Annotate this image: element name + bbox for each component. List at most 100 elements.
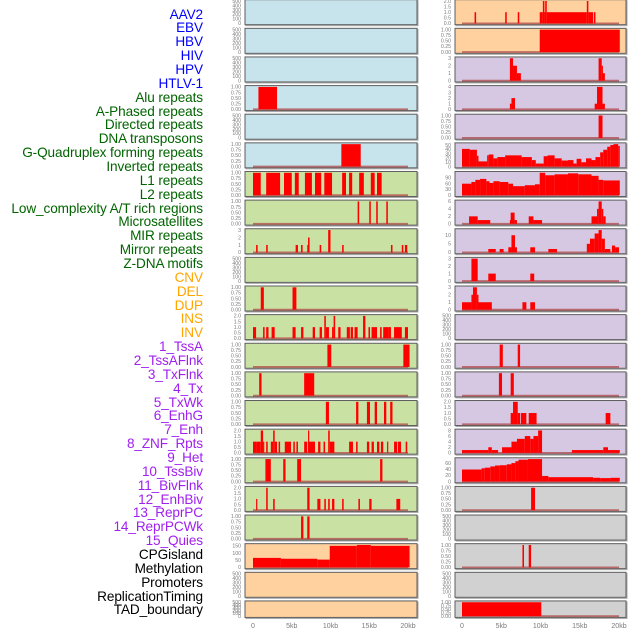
- y-tick-label: 0: [448, 107, 451, 113]
- signal-bar: [548, 477, 594, 482]
- panel-background: [244, 56, 418, 83]
- track-label: L2 repeats: [139, 186, 203, 202]
- y-tick-label: 0.25: [231, 474, 241, 480]
- y-tick-label: 6: [448, 199, 451, 205]
- signal-bar: [259, 373, 262, 396]
- track-label: 15_Quies: [145, 533, 204, 549]
- y-tick-label: 100: [232, 274, 241, 280]
- signal-bar: [567, 160, 574, 167]
- y-tick-label: 2: [448, 64, 451, 70]
- y-tick-label: 1: [448, 300, 451, 306]
- signal-bar: [488, 248, 496, 253]
- track-label: HPV: [175, 61, 203, 77]
- signal-bar: [510, 212, 515, 224]
- track-panel: 0.000.250.500.751.00: [231, 342, 419, 371]
- signal-bar: [271, 327, 275, 339]
- signal-bar: [369, 498, 372, 511]
- signal-bar: [332, 498, 335, 511]
- signal-bar: [509, 58, 514, 81]
- x-tick-label: 5kb: [496, 623, 507, 630]
- signal-bar: [545, 1, 547, 24]
- track-panel: 0.000.250.500.751.00: [441, 486, 628, 514]
- signal-bar: [315, 172, 322, 196]
- signal-bar: [505, 155, 522, 167]
- signal-bar: [383, 327, 389, 339]
- signal-bar: [265, 459, 271, 482]
- signal-bar: [530, 438, 534, 453]
- track-label: INV: [180, 325, 203, 341]
- y-tick-label: 0: [448, 479, 451, 485]
- signal-bar: [527, 459, 543, 482]
- signal-bar: [273, 430, 275, 453]
- signal-bar: [509, 103, 512, 110]
- y-tick-label: 0: [448, 78, 451, 84]
- panel-background: [244, 285, 418, 312]
- track-label: 12_EnhBiv: [138, 491, 203, 507]
- y-tick-label: 10: [445, 160, 451, 166]
- y-tick-label: 2: [448, 445, 451, 451]
- y-tick-label: 8: [448, 428, 451, 434]
- x-tick-label: 15kb: [362, 623, 377, 630]
- track-label: HBV: [175, 34, 203, 50]
- y-tick-label: 0.25: [231, 359, 241, 365]
- y-tick-label: 0: [448, 336, 451, 342]
- signal-bar: [307, 516, 310, 539]
- signal-bar: [471, 258, 478, 282]
- signal-bar: [266, 327, 269, 339]
- y-tick-label: 300: [232, 580, 241, 586]
- y-tick-label: 2: [448, 264, 451, 270]
- y-tick-label: 0.50: [231, 411, 241, 417]
- signal-bar: [524, 185, 536, 196]
- signal-bar: [350, 327, 353, 339]
- y-tick-label: 3: [448, 56, 451, 62]
- signal-bar: [342, 244, 344, 253]
- y-tick-label: 500: [232, 27, 241, 33]
- y-tick-label: 0.50: [231, 210, 241, 216]
- signal-bar: [253, 327, 257, 339]
- y-tick-label: 1.00: [231, 285, 241, 291]
- panel-background: [244, 514, 418, 541]
- panel-background: [454, 314, 627, 341]
- signal-bar: [256, 498, 258, 511]
- signal-bar: [508, 183, 514, 196]
- track-panel: 0 24 6: [448, 199, 628, 228]
- signal-bar: [258, 86, 278, 110]
- y-tick-label: 0.50: [441, 39, 451, 45]
- track-label: 5_TxWk: [153, 394, 203, 410]
- y-tick-label: 200: [442, 327, 451, 333]
- y-tick-label: 0.75: [231, 520, 241, 526]
- signal-bar: [493, 158, 498, 167]
- y-tick-label: 1.00: [231, 199, 241, 205]
- track-panel: 0.000.250.500.751.00: [231, 400, 419, 428]
- track-panel: 01 23: [238, 228, 419, 256]
- signal-bar: [462, 302, 472, 310]
- track-panel: 0.000.250.500.751.00: [441, 543, 628, 571]
- signal-bar: [589, 238, 595, 253]
- signal-bar: [488, 273, 496, 282]
- signal-bar: [357, 201, 360, 224]
- y-tick-label: 0.75: [231, 90, 241, 96]
- y-tick-label: 20: [445, 473, 451, 479]
- signal-bar: [499, 181, 509, 196]
- signal-bar: [521, 157, 532, 167]
- y-tick-label: 1.00: [231, 342, 241, 348]
- y-tick-label: 1.0: [234, 325, 241, 331]
- signal-bar: [491, 450, 499, 453]
- signal-bar: [341, 144, 361, 167]
- track-label: 11_BivFlnk: [137, 477, 203, 493]
- signal-bar: [278, 441, 281, 453]
- y-tick-label: 0.75: [231, 348, 241, 354]
- signal-bar: [307, 244, 309, 253]
- y-tick-label: 400: [232, 32, 241, 38]
- signal-bar: [601, 238, 605, 253]
- y-tick-label: 3: [238, 228, 241, 234]
- x-tick-label: 0: [460, 623, 464, 630]
- y-tick-label: 100: [232, 45, 241, 51]
- signal-bar: [312, 327, 315, 339]
- signal-bar: [547, 155, 555, 167]
- signal-bar: [594, 233, 599, 253]
- signal-bar: [530, 273, 535, 282]
- y-tick-label: 0.50: [441, 554, 451, 560]
- track-label: MIR repeats: [130, 228, 203, 244]
- y-tick-label: 0.75: [231, 148, 241, 154]
